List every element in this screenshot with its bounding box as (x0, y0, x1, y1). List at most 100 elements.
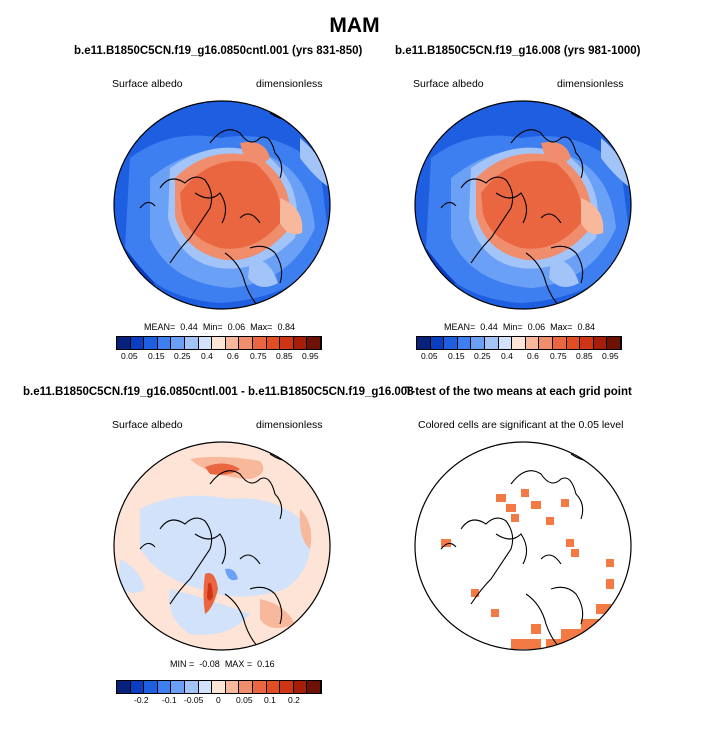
min-label: Min= (502, 322, 523, 332)
colorbar-swatch (266, 337, 281, 349)
colorbar-swatch (471, 337, 485, 349)
panel3-stats: MIN = -0.08 MAX = 0.16 (170, 659, 275, 669)
cb3-label: -0.05 (184, 695, 204, 705)
cb3-label: 0.1 (264, 695, 276, 705)
panel3-units-label: dimensionless (256, 419, 323, 431)
panel4-significance-map (414, 441, 632, 651)
panel1-units-label: dimensionless (256, 78, 323, 90)
min-value: 0.06 (527, 322, 546, 332)
colorbar-swatch (607, 337, 621, 349)
colorbar-swatch (566, 337, 581, 349)
min-label: MIN = (170, 659, 195, 669)
colorbar-swatch (430, 337, 445, 349)
panel2-colorbar-labels: 0.05 0.15 0.25 0.4 0.6 0.75 0.85 0.95 (416, 351, 626, 363)
colorbar-swatch (157, 337, 172, 349)
colorbar-swatch (512, 337, 526, 349)
panel1-stats: MEAN= 0.44 Min= 0.06 Max= 0.84 (144, 322, 295, 332)
colorbar-swatch (117, 681, 131, 693)
cb1-label: 0.95 (302, 351, 319, 361)
colorbar-swatch (552, 337, 567, 349)
max-value: 0.84 (277, 322, 295, 332)
colorbar-swatch (280, 681, 294, 693)
colorbar-swatch (525, 337, 540, 349)
panel2-variable-label: Surface albedo (413, 78, 484, 90)
max-label: Max= (550, 322, 573, 332)
cb2-label: 0.15 (448, 351, 465, 361)
cb3-label: -0.1 (162, 695, 177, 705)
max-value: 0.84 (577, 322, 595, 332)
cb2-label: 0.4 (501, 351, 513, 361)
panel2-title: b.e11.B1850C5CN.f19_g16.008 (yrs 981-100… (395, 45, 641, 57)
cb1-label: 0.75 (250, 351, 267, 361)
cb2-label: 0.05 (421, 351, 438, 361)
colorbar-swatch (252, 681, 267, 693)
cb1-label: 0.05 (121, 351, 138, 361)
cb1-label: 0.4 (201, 351, 213, 361)
panel2-stats: MEAN= 0.44 Min= 0.06 Max= 0.84 (444, 322, 595, 332)
cb3-label: -0.2 (134, 695, 149, 705)
colorbar-swatch (171, 681, 185, 693)
panel2-units-label: dimensionless (557, 78, 624, 90)
colorbar-swatch (157, 681, 172, 693)
panel2-polar-map (414, 100, 632, 310)
colorbar-swatch (184, 681, 199, 693)
colorbar-swatch (293, 681, 308, 693)
panel1-colorbar (116, 336, 322, 350)
figure-title: MAM (329, 14, 380, 37)
panel2-colorbar (416, 336, 622, 350)
panel3-colorbar (116, 680, 322, 694)
panel3-colorbar-labels: -0.2 -0.1 -0.05 0 0.05 0.1 0.2 (116, 695, 326, 707)
cb3-label: 0.2 (288, 695, 300, 705)
cb2-label: 0.95 (602, 351, 619, 361)
colorbar-swatch (293, 337, 308, 349)
colorbar-swatch (144, 337, 158, 349)
colorbar-swatch (280, 337, 294, 349)
panel3-variable-label: Surface albedo (112, 419, 183, 431)
colorbar-swatch (212, 681, 226, 693)
cb2-label: 0.85 (576, 351, 593, 361)
colorbar-swatch (212, 337, 226, 349)
colorbar-swatch (144, 681, 158, 693)
colorbar-swatch (484, 337, 499, 349)
max-label: Max= (250, 322, 273, 332)
colorbar-swatch (417, 337, 431, 349)
colorbar-swatch (580, 337, 594, 349)
colorbar-swatch (184, 337, 199, 349)
mean-value: 0.44 (480, 322, 498, 332)
colorbar-swatch (239, 337, 253, 349)
colorbar-swatch (117, 337, 131, 349)
colorbar-swatch (239, 681, 253, 693)
colorbar-swatch (130, 681, 145, 693)
panel1-variable-label: Surface albedo (112, 78, 183, 90)
panel4-subtitle: Colored cells are significant at the 0.0… (418, 419, 624, 431)
panel1-colorbar-labels: 0.05 0.15 0.25 0.4 0.6 0.75 0.85 0.95 (116, 351, 326, 363)
min-value: -0.08 (199, 659, 220, 669)
cb1-label: 0.6 (227, 351, 239, 361)
panel3-polar-map (113, 441, 331, 651)
panel4-title: T-test of the two means at each grid poi… (405, 386, 632, 398)
cb3-label: 0.05 (236, 695, 253, 705)
mean-value: 0.44 (180, 322, 198, 332)
panel1-title: b.e11.B1850C5CN.f19_g16.0850cntl.001 (yr… (74, 45, 363, 57)
panel3-title: b.e11.B1850C5CN.f19_g16.0850cntl.001 - b… (23, 386, 414, 398)
colorbar-swatch (539, 337, 553, 349)
colorbar-swatch (593, 337, 608, 349)
colorbar-swatch (225, 337, 240, 349)
cb2-label: 0.25 (474, 351, 491, 361)
colorbar-swatch (457, 337, 472, 349)
panel1-polar-map (113, 100, 331, 310)
cb2-label: 0.75 (550, 351, 567, 361)
colorbar-swatch (171, 337, 185, 349)
min-value: 0.06 (227, 322, 246, 332)
colorbar-swatch (225, 681, 240, 693)
min-label: Min= (202, 322, 223, 332)
cb2-label: 0.6 (527, 351, 539, 361)
colorbar-swatch (498, 337, 513, 349)
max-label: MAX = (224, 659, 253, 669)
colorbar-swatch (252, 337, 267, 349)
cb1-label: 0.25 (174, 351, 191, 361)
colorbar-swatch (266, 681, 281, 693)
colorbar-swatch (307, 681, 321, 693)
colorbar-swatch (198, 337, 213, 349)
mean-label: MEAN= (144, 322, 176, 332)
